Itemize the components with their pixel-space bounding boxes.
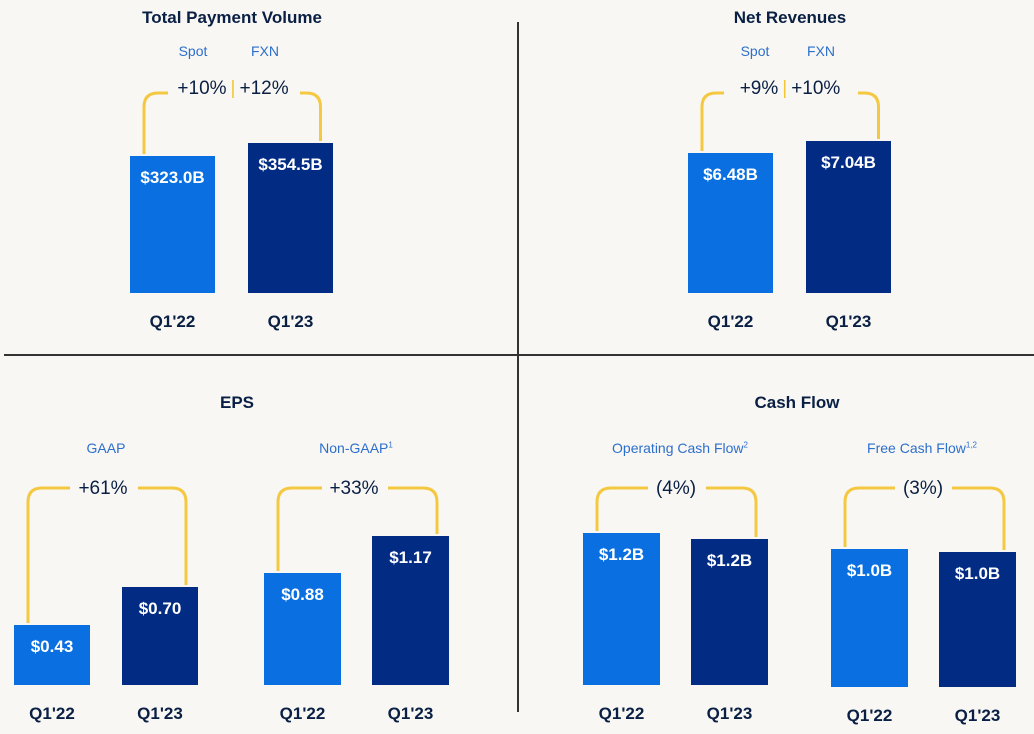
nr-growth-bracket (700, 91, 880, 151)
eps-nongaap-x-label: Q1'22 (279, 704, 326, 723)
eps-nongaap-bar-q1-22 (264, 573, 341, 685)
eps-gaap-bar-q1-22 (14, 625, 90, 685)
nr-value-label: $6.48B (703, 165, 758, 184)
tpv-growth-spot: +10% (177, 78, 227, 99)
nr-spot-label: Spot (740, 43, 770, 59)
eps-gaap-x-label: Q1'23 (137, 704, 183, 723)
fcf-footnote: 1,2 (965, 440, 977, 450)
fcf-bar-q1-23 (939, 552, 1016, 687)
fcf-x-label: Q1'23 (954, 706, 1001, 725)
panel-title-eps: EPS (219, 393, 255, 412)
eps-nongaap-footnote: 1 (388, 440, 393, 450)
nr-bar-q1-23 (806, 141, 891, 293)
eps-gaap-value-label: $0.43 (30, 637, 74, 656)
tpv-growth: +10% | +12% (175, 78, 291, 100)
eps-gaap-value-label: $0.70 (138, 599, 182, 618)
panel-title-cash-flow: Cash Flow (754, 393, 840, 412)
ocf-value-label: $1.2B (598, 545, 645, 564)
nr-x-label: Q1'23 (825, 312, 872, 331)
eps-gaap-growth-bracket (26, 486, 188, 623)
nr-growth: +9% | +10% (737, 78, 843, 100)
tpv-growth-fxn: +12% (239, 78, 289, 99)
tpv-bar-q1-23 (248, 143, 333, 293)
nr-value-label: $7.04B (821, 153, 876, 172)
nr-growth-fxn: +10% (791, 78, 841, 99)
ocf-x-label: Q1'23 (706, 704, 753, 723)
eps-gaap-label: GAAP (87, 440, 126, 456)
ocf-bar-q1-23 (691, 539, 768, 685)
horizontal-divider (4, 354, 1034, 356)
tpv-x-label: Q1'23 (267, 312, 314, 331)
ocf-growth: (4%) (653, 478, 699, 500)
fcf-growth-bracket (843, 486, 1006, 550)
nr-bar-q1-22 (688, 153, 773, 293)
panel-title-tpv: Total Payment Volume (142, 8, 322, 27)
ocf-growth-bracket (595, 486, 758, 537)
eps-nongaap-value-label: $1.17 (389, 548, 432, 567)
ocf-label: Operating Cash Flow2 (612, 440, 748, 456)
eps-gaap-growth: +61% (76, 478, 130, 500)
tpv-spot-label: Spot (178, 43, 208, 59)
fcf-bar-q1-22 (831, 549, 908, 687)
eps-nongaap-bar-q1-23 (372, 536, 449, 685)
eps-gaap-x-label: Q1'22 (29, 704, 75, 723)
fcf-value-label: $1.0B (954, 564, 1001, 583)
fcf-label: Free Cash Flow1,2 (867, 440, 977, 456)
fcf-x-label: Q1'22 (846, 706, 893, 725)
ocf-label-text: Operating Cash Flow (612, 440, 744, 456)
nr-growth-spot: +9% (739, 78, 779, 99)
eps-gaap-bar-q1-23 (122, 587, 198, 685)
ocf-value-label: $1.2B (706, 551, 753, 570)
growth-separator: | (782, 78, 788, 99)
eps-nongaap-growth: +33% (327, 478, 381, 500)
eps-nongaap-value-label: $0.88 (281, 585, 324, 604)
nr-fxn-label: FXN (807, 43, 835, 59)
panel-title-net-revenues: Net Revenues (733, 8, 847, 27)
eps-nongaap-label: Non-GAAP1 (319, 440, 393, 456)
tpv-bar-q1-22 (130, 156, 215, 293)
ocf-bar-q1-22 (583, 533, 660, 685)
tpv-fxn-label: FXN (251, 43, 279, 59)
tpv-growth-bracket (142, 91, 322, 154)
ocf-footnote: 2 (743, 440, 748, 450)
vertical-divider (517, 22, 519, 712)
growth-separator: | (230, 78, 236, 99)
fcf-label-text: Free Cash Flow (867, 440, 966, 456)
tpv-value-label: $354.5B (258, 155, 323, 174)
fcf-value-label: $1.0B (846, 561, 893, 580)
eps-nongaap-x-label: Q1'23 (387, 704, 434, 723)
eps-nongaap-growth-bracket (276, 486, 439, 571)
tpv-x-label: Q1'22 (149, 312, 196, 331)
eps-nongaap-label-text: Non-GAAP (319, 440, 389, 456)
eps-gaap-label-text: GAAP (86, 440, 126, 456)
fcf-growth: (3%) (900, 478, 946, 500)
nr-x-label: Q1'22 (707, 312, 754, 331)
ocf-x-label: Q1'22 (598, 704, 645, 723)
tpv-value-label: $323.0B (140, 168, 205, 187)
